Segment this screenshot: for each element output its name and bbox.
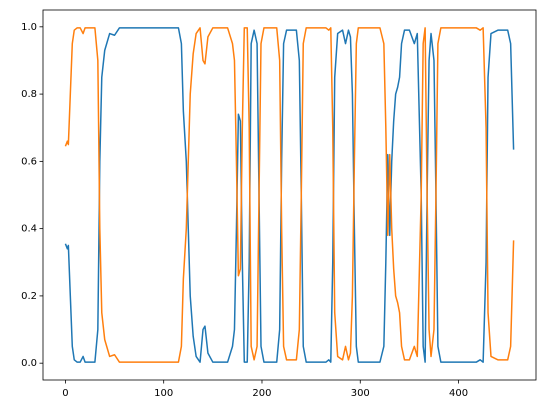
y-tick-label: 0.2	[21, 291, 37, 302]
x-tick-label: 400	[449, 388, 468, 399]
x-tick-label: 300	[351, 388, 370, 399]
y-tick-label: 0.6	[21, 156, 37, 167]
line-series	[64, 27, 515, 363]
y-tick-label: 1.0	[21, 22, 37, 33]
y-tick-label: 0.8	[21, 89, 37, 100]
y-tick-label: 0.4	[21, 224, 37, 235]
x-tick-label: 100	[154, 388, 173, 399]
x-tick-label: 0	[62, 388, 68, 399]
plot-frame	[42, 9, 537, 381]
x-tick-label: 200	[252, 388, 271, 399]
y-tick-label: 0.0	[21, 358, 37, 369]
line-series	[64, 27, 515, 363]
